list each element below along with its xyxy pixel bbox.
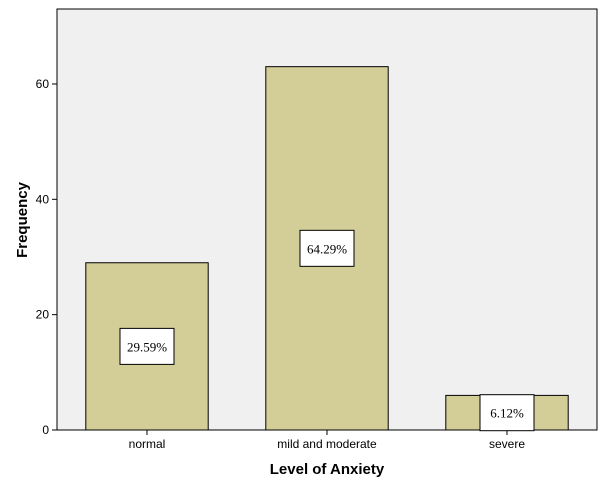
y-tick-label: 20 — [36, 308, 50, 322]
data-label: 64.29% — [307, 241, 347, 256]
data-label: 29.59% — [127, 339, 167, 354]
data-label-box — [119, 327, 175, 365]
y-axis-title: Frequency — [14, 181, 31, 258]
x-tick-label: mild and moderate — [277, 437, 377, 451]
axis-layer: 0 20 40 60 normal mild and moderate severe — [36, 77, 526, 451]
data-label: 6.12% — [490, 406, 524, 421]
y-tick-label: 60 — [36, 77, 50, 91]
data-label-box — [479, 394, 535, 432]
y-tick-label: 40 — [36, 192, 50, 206]
y-tick-label: 0 — [42, 423, 49, 437]
x-tick-label: normal — [129, 437, 166, 451]
x-axis-title: Level of Anxiety — [270, 461, 385, 478]
x-tick-label: severe — [489, 437, 525, 451]
data-label-box — [299, 229, 355, 267]
data-labels-layer: 29.59% 64.29% 6.12% — [119, 229, 535, 432]
